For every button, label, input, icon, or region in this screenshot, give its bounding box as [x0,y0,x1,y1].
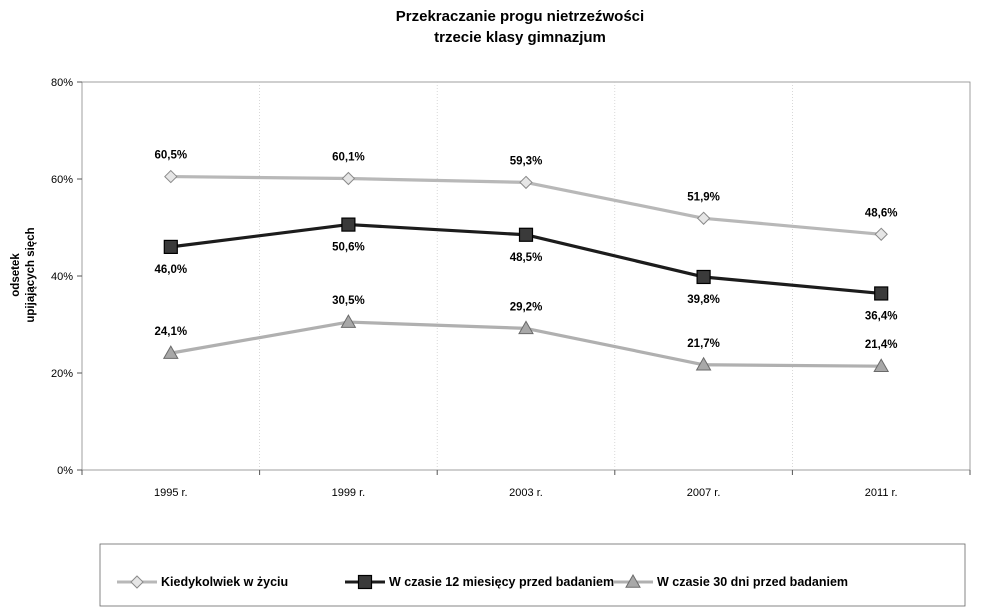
y-tick-label: 0% [57,465,73,477]
data-point [518,320,534,335]
data-point [696,269,711,285]
legend-label: Kiedykolwiek w życiu [161,575,288,589]
legend-label: W czasie 30 dni przed badaniem [657,575,848,589]
data-label: 48,5% [510,252,543,264]
data-point [696,211,711,225]
plot-frame [81,81,971,471]
data-label: 60,5% [154,150,187,162]
y-axis-label-line-1: odsetek [10,253,22,297]
y-tick-label: 40% [51,271,73,283]
series-1: 60,5% 60,1% 59,3% 51,9% 48,6% [154,150,898,241]
legend: Kiedykolwiek w życiu W czasie 12 miesięcy… [99,543,966,607]
data-label: 39,8% [687,294,720,306]
data-label: 29,2% [510,301,543,313]
data-point [695,356,712,371]
x-tick-label: 1995 r. [154,487,188,499]
legend-marker [357,574,373,590]
x-tick-label: 2007 r. [687,487,721,499]
data-label: 46,0% [154,264,187,276]
data-point [341,171,356,186]
data-label: 24,1% [154,326,187,338]
x-tick-label: 2003 r. [509,487,543,499]
y-tick-label: 80% [51,77,73,89]
legend-box [99,543,966,607]
legend-marker [130,575,144,589]
legend-item: Kiedykolwiek w życiu [117,575,288,589]
data-label: 48,6% [865,207,898,219]
data-point [163,239,178,254]
x-tick-label: 2011 r. [865,487,898,499]
legend-marker [625,573,641,588]
data-label: 21,7% [687,338,720,350]
data-point [340,314,357,328]
chart-title: Przekraczanie progu nietrzeźwości [396,8,644,25]
data-label: 50,6% [332,242,365,254]
chart-subtitle: trzecie klasy gimnazjum [434,29,606,46]
x-tick-label: 1999 r. [332,487,366,499]
data-point [519,175,533,190]
data-point [164,169,178,184]
data-label: 60,1% [332,152,365,164]
legend-item: W czasie 30 dni przed badaniem [613,573,848,589]
plot-area: 0% 20% 40% 60% 80% 1995 r. 1999 r. 2003 r. 2007 … [51,77,971,499]
data-label: 21,4% [865,339,898,351]
data-label: 59,3% [510,155,543,167]
legend-label: W czasie 12 miesięcy przed badaniem [389,575,614,589]
series-2: 46,0% 50,6% 48,5% 39,8% 36,4% [154,217,898,322]
series-3: 24,1% 30,5% 29,2% 21,7% 21,4% [154,295,898,372]
data-point [341,217,356,232]
data-point [874,227,888,241]
data-point [874,286,889,301]
y-axis-label-line-2: upijających sięch [25,227,37,322]
data-label: 30,5% [332,295,365,307]
data-label: 51,9% [687,191,720,203]
data-point [873,358,890,372]
legend-item: W czasie 12 miesięcy przed badaniem [345,574,614,590]
data-label: 36,4% [865,310,898,322]
y-tick-label: 20% [51,368,73,380]
data-point [162,345,179,359]
y-tick-label: 60% [51,174,73,186]
data-point [518,227,534,242]
